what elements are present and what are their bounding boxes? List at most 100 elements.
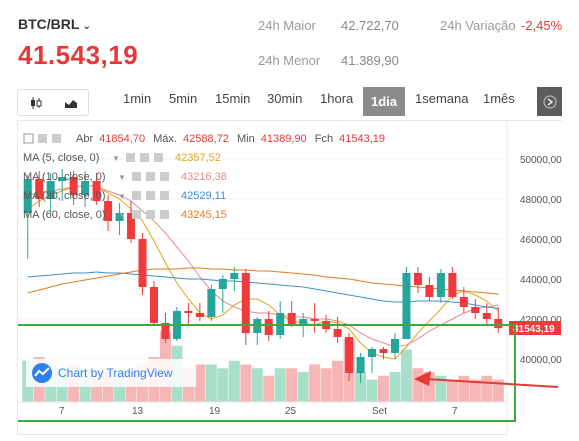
volume-bar: [263, 375, 275, 402]
candle-body: [459, 297, 468, 307]
candle-body: [356, 357, 365, 373]
study-row-ma5[interactable]: MA (5, close, 0) ▼ 42357,52: [23, 152, 221, 164]
timeframe-30min[interactable]: 30min: [267, 91, 303, 106]
chevron-down-icon[interactable]: ▼: [112, 154, 120, 163]
candle-body: [195, 313, 204, 317]
gear-icon[interactable]: [140, 153, 149, 162]
candle-body: [81, 181, 90, 195]
eye-icon[interactable]: [132, 210, 141, 219]
close-icon[interactable]: [160, 210, 169, 219]
volume-bar: [274, 368, 286, 402]
watermark-text: Chart by TradingView: [58, 366, 173, 380]
gear-icon[interactable]: [146, 191, 155, 200]
timeframe-1mes[interactable]: 1mês: [483, 91, 515, 106]
close-label: Fch: [315, 133, 333, 145]
timeframe-1dia[interactable]: 1dia: [363, 87, 405, 116]
candle-body: [241, 273, 250, 333]
volume-bar: [355, 372, 367, 402]
study-label: MA (60, close, 0): [23, 209, 106, 221]
candle-body: [471, 307, 480, 313]
pair-selector[interactable]: BTC/BRL ⌄: [18, 16, 91, 32]
eye-icon[interactable]: [132, 172, 141, 181]
close-icon[interactable]: [160, 191, 169, 200]
low-24h-value: 41.389,90: [341, 53, 399, 68]
chart-style-group: [17, 89, 89, 116]
low-value: 41389,90: [261, 133, 307, 145]
volume-bar: [205, 364, 217, 402]
close-icon[interactable]: [154, 153, 163, 162]
low-label: Min: [237, 133, 255, 145]
candle-body: [436, 273, 445, 297]
volume-bar: [286, 368, 298, 402]
price-tick: 50000,00: [520, 155, 562, 166]
candle-body: [161, 323, 170, 339]
time-tick: 7: [59, 406, 65, 417]
timeframe-5min[interactable]: 5min: [169, 91, 198, 106]
volume-bar: [228, 360, 240, 402]
study-value: 42357,52: [175, 152, 221, 164]
candle-body: [35, 179, 44, 199]
collapse-icon[interactable]: [23, 133, 34, 144]
candle-body: [207, 289, 216, 317]
chart-canvas[interactable]: 50000,00 48000,00 46000,00 44000,00 4200…: [9, 121, 563, 436]
candlestick-icon: [30, 96, 41, 109]
timeframe-1hora[interactable]: 1hora: [320, 91, 354, 106]
chevron-down-icon: ⌄: [82, 21, 91, 32]
candle-body: [115, 213, 124, 221]
volume-bar: [297, 372, 309, 402]
chevron-down-icon[interactable]: ▼: [118, 173, 126, 182]
candle-body: [69, 177, 78, 195]
volume-bar: [320, 368, 332, 402]
study-value: 43216,38: [181, 171, 227, 183]
price-chart[interactable]: 50000,00 48000,00 46000,00 44000,00 4200…: [9, 120, 563, 436]
high-24h-label: 24h Maior: [258, 18, 316, 33]
study-row-ma10[interactable]: MA (10, close, 0) ▼ 43216,38: [23, 171, 227, 183]
gear-icon[interactable]: [146, 210, 155, 219]
eye-icon[interactable]: [132, 191, 141, 200]
gear-icon[interactable]: [52, 134, 61, 143]
candle-body: [310, 319, 319, 321]
price-tick: 46000,00: [520, 235, 562, 246]
timeframe-1min[interactable]: 1min: [123, 91, 152, 106]
high-value: 42588,72: [183, 133, 229, 145]
study-row-ma60[interactable]: MA (60, close, 0) ▼ 43245,15: [23, 209, 227, 221]
volume-bar: [251, 368, 263, 402]
tradingview-logo-icon: [32, 363, 52, 383]
volume-bar: [332, 360, 344, 402]
scroll-right-button[interactable]: [537, 87, 562, 116]
last-price-marker: [509, 321, 561, 335]
timeframe-15min[interactable]: 15min: [215, 91, 251, 106]
study-row-ma30[interactable]: MA (30, close, 0) ▼ 42529,11: [23, 190, 226, 202]
tradingview-watermark[interactable]: Chart by TradingView: [26, 359, 196, 387]
eye-icon[interactable]: [126, 153, 135, 162]
chevron-down-icon[interactable]: ▼: [118, 192, 126, 201]
area-chart-icon: [64, 99, 77, 108]
chevron-right-icon: [543, 95, 556, 108]
close-icon[interactable]: [160, 172, 169, 181]
time-tick: 19: [209, 406, 221, 417]
chart-toolbar: 1min 5min 15min 30min 1hora 1dia 1semana…: [17, 87, 562, 117]
open-value: 41854,70: [99, 133, 145, 145]
chevron-down-icon[interactable]: ▼: [118, 211, 126, 220]
study-label: MA (5, close, 0): [23, 152, 99, 164]
settings-icon[interactable]: [38, 134, 47, 143]
volume-bar: [481, 375, 493, 402]
moving-average-line: [27, 184, 499, 360]
volume-bar: [435, 375, 447, 402]
candle-body: [413, 273, 422, 285]
candle-body: [299, 319, 308, 325]
candle-body: [379, 349, 388, 353]
gear-icon[interactable]: [146, 172, 155, 181]
price-tick: 48000,00: [520, 195, 562, 206]
high-label: Máx.: [153, 133, 177, 145]
candle-body: [402, 273, 411, 339]
volume-bar: [492, 379, 504, 402]
close-value: 41543,19: [339, 133, 385, 145]
candlestick-style-button[interactable]: [18, 90, 53, 115]
area-style-button[interactable]: [53, 90, 88, 115]
timeframe-1semana[interactable]: 1semana: [415, 91, 469, 106]
ohlc-legend-row: Abr 41854,70 Máx. 42588,72 Min 41389,90 …: [23, 133, 385, 145]
candle-body: [448, 273, 457, 297]
moving-average-line: [27, 184, 499, 348]
study-label: MA (30, close, 0): [23, 190, 106, 202]
